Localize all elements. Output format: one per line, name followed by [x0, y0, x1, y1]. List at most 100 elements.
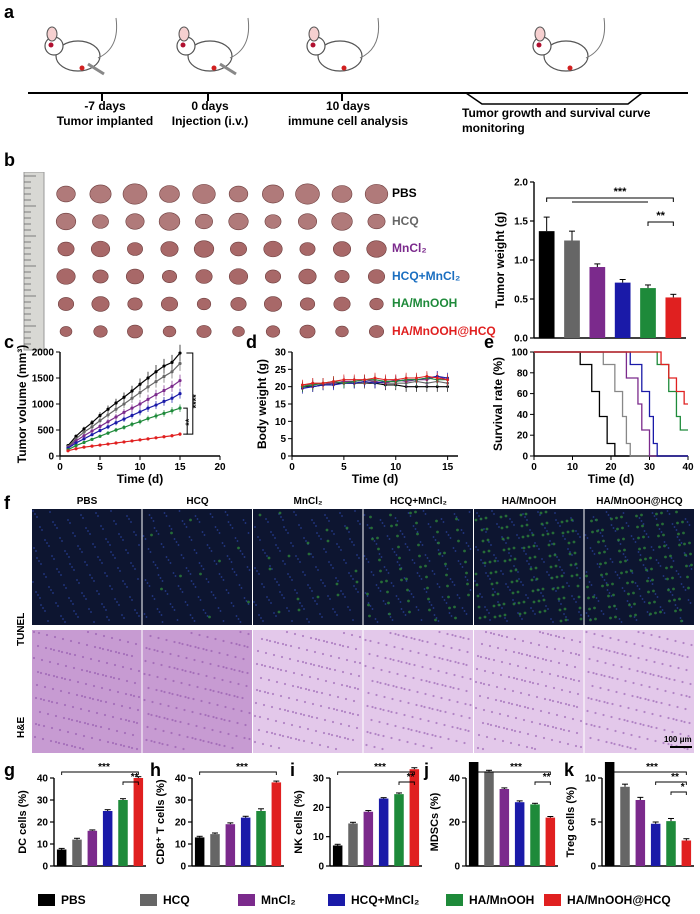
- tumor-sample: [299, 324, 316, 339]
- tumor-sample: [264, 214, 282, 229]
- x-tick-label: 5: [97, 462, 103, 473]
- mouse-illustration: [306, 17, 380, 72]
- sig-bracket: [183, 407, 188, 435]
- legend-item: MnCl₂: [238, 893, 296, 907]
- data-point: [138, 382, 142, 386]
- data-point: [178, 432, 182, 436]
- legend-item: PBS: [38, 893, 86, 907]
- survival-curve: [534, 351, 688, 405]
- data-point: [146, 376, 150, 380]
- tunel-image: [363, 509, 473, 625]
- tumor-sample: [89, 184, 112, 204]
- data-point: [82, 445, 86, 449]
- tumor-sample: [161, 270, 178, 283]
- sig-label: *: [681, 782, 685, 793]
- x-tick-label: 5: [341, 462, 347, 473]
- data-point: [130, 413, 134, 418]
- data-point: [170, 409, 174, 413]
- data-point: [162, 388, 166, 393]
- y-tick-label: 40: [175, 774, 187, 785]
- tumor-sample: [262, 184, 284, 204]
- data-point: [98, 413, 102, 418]
- bar: [620, 786, 630, 866]
- tumor-sample: [57, 297, 75, 311]
- data-point: [146, 406, 150, 410]
- tumor-sample: [228, 268, 249, 285]
- bar: [271, 782, 282, 866]
- y-axis-label: Body weight (g): [256, 359, 269, 449]
- data-point: [300, 383, 304, 387]
- legend-item: HA/MnOOH: [446, 893, 534, 907]
- data-point: [122, 402, 126, 406]
- bar: [133, 778, 144, 866]
- data-point: [90, 425, 94, 429]
- y-tick-label: 40: [37, 774, 49, 785]
- tumor-sample: [55, 212, 77, 231]
- bar: [194, 837, 205, 866]
- legend-item: HCQ: [140, 893, 190, 907]
- tumor-sample: [92, 214, 109, 229]
- y-tick-label: 0: [590, 862, 596, 873]
- tumor-row-label: HA/MnOOH: [392, 296, 458, 310]
- y-tick-label: 20: [37, 818, 49, 829]
- data-point: [162, 411, 166, 415]
- data-point: [122, 425, 126, 429]
- legend-swatch: [446, 894, 463, 906]
- y-tick-label: 15: [275, 400, 287, 411]
- legend-label: HCQ: [163, 893, 190, 907]
- data-point: [321, 381, 325, 385]
- data-point: [106, 407, 110, 411]
- sig-bracket: [199, 771, 277, 775]
- tumor-sample: [91, 296, 110, 312]
- timeline-step-2: 0 days Injection (i.v.): [171, 99, 249, 128]
- data-point: [162, 364, 166, 368]
- data-point: [90, 429, 94, 433]
- data-point: [74, 434, 78, 438]
- tunel-image: [32, 509, 142, 625]
- bar: [564, 240, 580, 338]
- data-point: [138, 402, 142, 406]
- survival-curve: [534, 351, 688, 457]
- data-point: [90, 444, 94, 448]
- sig-bracket: [61, 771, 139, 775]
- tumor-row-label: PBS: [392, 186, 417, 200]
- timeline-graphic: [28, 17, 688, 105]
- data-point: [170, 396, 174, 400]
- data-point: [146, 397, 150, 401]
- tumor-sample: [232, 326, 245, 337]
- mouse-illustration: [44, 17, 118, 76]
- y-axis-label: MDSCs (%): [429, 792, 441, 851]
- y-tick-label: 0: [48, 452, 54, 463]
- data-point: [106, 420, 110, 424]
- data-point: [130, 439, 134, 443]
- tumor-sample: [93, 325, 108, 338]
- tumor-sample: [230, 241, 247, 257]
- tumor-sample: [59, 326, 73, 337]
- chart-body-weight: 0 5 10 15 20 25 30 0 5 10 15 Time (d) Body weight (g…: [256, 348, 458, 486]
- he-stain-image: [32, 630, 142, 753]
- tumor-sample: [196, 297, 212, 311]
- data-point: [342, 378, 346, 382]
- data-point: [90, 433, 94, 437]
- tumor-sample: [263, 296, 283, 312]
- y-tick-label: 30: [37, 796, 49, 807]
- bar: [614, 282, 631, 338]
- he-stain-image: [474, 630, 584, 753]
- panel-letter-c: c: [4, 332, 15, 352]
- sig-label: ***: [236, 762, 248, 773]
- tumor-sample: [367, 213, 386, 230]
- y-tick-label: 20: [517, 431, 529, 442]
- data-point: [66, 449, 70, 453]
- data-point: [114, 407, 118, 411]
- bar: [545, 817, 556, 866]
- tumor-sample: [264, 269, 282, 284]
- legend-swatch: [38, 894, 55, 906]
- tumor-sample: [192, 184, 216, 204]
- sig-label: ***: [646, 762, 658, 773]
- data-point: [178, 406, 182, 410]
- data-point: [178, 351, 182, 355]
- mouse-illustration: [176, 17, 250, 76]
- data-point: [98, 428, 102, 433]
- sig-bracket: [122, 781, 139, 785]
